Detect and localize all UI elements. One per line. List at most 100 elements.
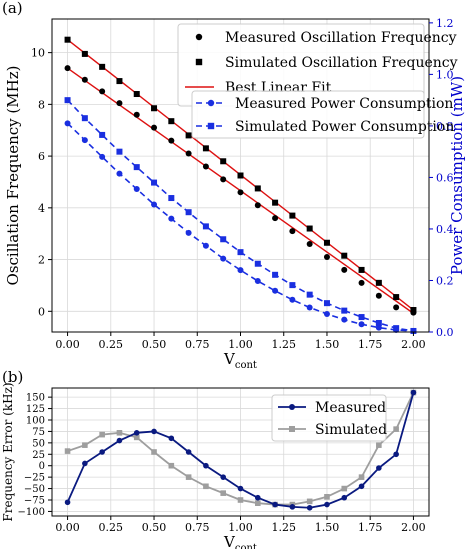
data-point <box>306 225 313 232</box>
data-point <box>410 389 417 396</box>
x-tick-label: 2.00 <box>401 521 426 534</box>
data-point <box>133 434 140 441</box>
data-point <box>341 485 348 492</box>
series-b <box>64 389 417 511</box>
data-point <box>289 212 296 219</box>
data-point <box>151 428 157 435</box>
data-point <box>272 271 279 278</box>
panel-label-a: (a) <box>2 0 23 17</box>
data-point <box>203 483 209 490</box>
data-point <box>151 449 157 455</box>
data-point <box>341 307 348 314</box>
legend-box <box>191 90 425 139</box>
data-point <box>254 185 261 192</box>
data-point <box>393 325 400 332</box>
data-point <box>99 449 105 455</box>
data-point <box>116 437 123 444</box>
legend-label: Measured <box>315 400 386 416</box>
panel-a: (a) 0.00 0.25 0.50 0.75 1.00 1.25 1.50 1.75 2.00… <box>2 0 466 371</box>
y-tick-label: 0 <box>39 461 45 472</box>
data-point <box>376 465 382 471</box>
data-point <box>220 158 227 165</box>
legend-error: Measured Simulated <box>271 394 387 442</box>
data-point <box>99 63 106 70</box>
data-point <box>393 294 400 301</box>
x-tick-label: 1.00 <box>228 338 253 351</box>
y-tick-label: −100 <box>18 507 45 518</box>
data-point <box>133 91 140 98</box>
data-point <box>185 229 192 236</box>
y-tick-label: 75 <box>32 427 45 438</box>
y-axis-label-right-a: Power Consumption (mW) <box>448 76 466 275</box>
y-tick-label-right: 0.4 <box>436 223 454 236</box>
x-tick-label: 1.75 <box>358 338 383 351</box>
data-point <box>237 497 244 503</box>
data-point <box>341 252 348 259</box>
data-point <box>64 97 71 104</box>
data-point <box>185 150 192 157</box>
x-tick-label: 1.00 <box>228 521 253 534</box>
data-point <box>375 319 382 326</box>
data-point <box>376 442 382 448</box>
data-point <box>289 296 296 303</box>
x-tick-label: 0.25 <box>99 521 124 534</box>
data-point <box>64 36 71 43</box>
data-point <box>358 483 365 490</box>
data-point <box>358 279 365 286</box>
data-point <box>358 266 365 273</box>
legend-marker <box>207 122 215 130</box>
data-point <box>237 189 244 196</box>
data-point <box>254 202 261 209</box>
y-axis-label-b: Frequency Error (kHz) <box>1 382 15 521</box>
data-point <box>116 78 123 85</box>
data-point <box>168 435 175 442</box>
data-point <box>82 460 88 467</box>
legend-marker <box>195 58 203 66</box>
y-tick-label: −75 <box>24 496 45 507</box>
data-point <box>168 195 175 202</box>
data-point <box>151 179 158 186</box>
y-tick-label: 6 <box>38 150 45 163</box>
data-point <box>133 186 140 193</box>
y-tick-label-right: 0.6 <box>436 171 454 184</box>
data-point <box>185 132 192 139</box>
x-axis-label-b: Vcont <box>223 533 257 549</box>
data-point <box>393 304 400 311</box>
data-point <box>220 236 227 243</box>
data-point <box>64 65 71 72</box>
data-point <box>151 124 158 131</box>
data-point <box>323 239 330 246</box>
x-axis-label-a: Vcont <box>223 350 257 371</box>
x-ticks-a: 0.00 0.25 0.50 0.75 1.00 1.25 1.50 1.75 2.00 <box>55 332 426 351</box>
grid-b <box>52 388 429 516</box>
y-tick-label: 0 <box>38 305 45 318</box>
data-point <box>99 88 106 95</box>
data-point <box>237 172 244 179</box>
y-tick-label: 4 <box>38 202 45 215</box>
x-tick-label: 2.00 <box>401 338 426 351</box>
x-tick-label: 0.75 <box>185 338 210 351</box>
data-point <box>133 430 140 436</box>
y-tick-label: 10 <box>31 47 45 60</box>
legend-marker <box>289 426 295 432</box>
x-tick-label: 0.50 <box>142 338 167 351</box>
y-tick-label: 100 <box>26 416 45 427</box>
legend-marker <box>207 99 215 107</box>
y-ticks-a: 0 2 4 6 8 10 <box>31 47 52 318</box>
panel-label-b: (b) <box>2 368 23 386</box>
legend-marker <box>289 404 295 410</box>
panel-b: (b) 0.00 0.25 0.50 0.75 1.00 1.25 1.50 1.75 2.00… <box>1 368 430 549</box>
x-ticks-b: 0.00 0.25 0.50 0.75 1.00 1.25 1.50 1.75 2.00 <box>55 516 426 534</box>
data-point <box>323 310 330 317</box>
data-point <box>99 431 105 438</box>
x-tick-label: 1.75 <box>358 521 383 534</box>
y-tick-label-right: 0.0 <box>436 326 454 339</box>
y-tick-label-right: 1.0 <box>436 68 454 81</box>
data-point <box>375 292 382 299</box>
y-tick-label: −50 <box>24 484 45 495</box>
legend-label: Measured Oscillation Frequency <box>225 30 457 46</box>
legend-marker <box>195 33 203 41</box>
data-point <box>82 442 88 448</box>
